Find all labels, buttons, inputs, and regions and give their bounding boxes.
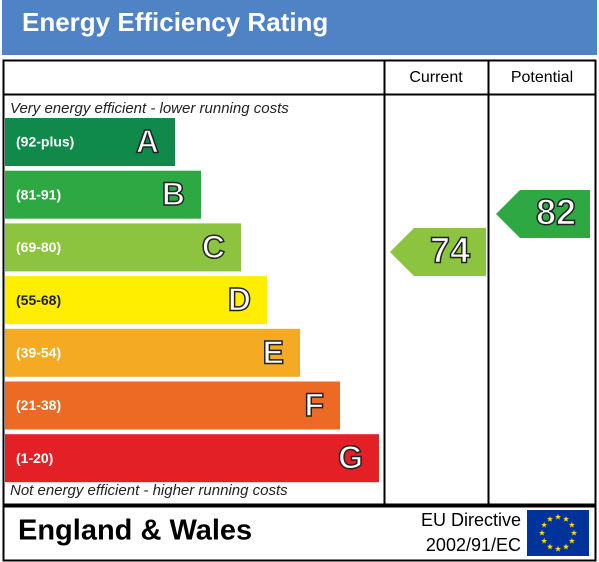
band: [5, 434, 379, 483]
eu-star: [538, 529, 546, 536]
eu-star: [570, 529, 578, 536]
eu-star: [541, 521, 548, 528]
band-range: (39-54): [16, 345, 61, 361]
band: [5, 170, 201, 219]
band: [5, 328, 300, 377]
current-rating: 74: [430, 230, 470, 271]
band-letter: C: [202, 229, 225, 265]
header-bar: [2, 0, 597, 55]
band-letter: B: [162, 176, 185, 212]
band-letter: G: [338, 440, 363, 476]
eu-star: [546, 515, 554, 522]
top-note: Very energy efficient - lower running co…: [10, 100, 289, 117]
eu-star: [554, 545, 562, 552]
region: England & Wales: [18, 515, 252, 547]
band-letter: A: [136, 123, 159, 159]
band-letter: E: [263, 334, 284, 370]
band: [5, 118, 175, 166]
potential-rating: 82: [536, 192, 576, 233]
directive-number: 2002/91/EC: [426, 535, 521, 555]
eu-star: [568, 537, 575, 544]
eu-star: [546, 543, 554, 550]
column-header: Potential: [511, 69, 573, 86]
band-range: (1-20): [16, 450, 53, 466]
band: [5, 223, 241, 272]
title: Energy Efficiency Rating: [22, 7, 328, 37]
band: [5, 381, 340, 430]
eu-star: [554, 513, 562, 520]
eu-star: [562, 543, 570, 550]
band-range: (81-91): [16, 186, 61, 202]
column-header: Current: [409, 69, 463, 86]
current-arrow: [390, 228, 486, 276]
band: [5, 276, 267, 325]
band-range: (55-68): [16, 292, 61, 308]
eu-star: [562, 515, 570, 522]
potential-arrow: [496, 190, 590, 238]
footer-frame: [2, 505, 597, 562]
eu-star: [568, 521, 575, 528]
eu-stars: [538, 513, 578, 552]
directive: EU Directive: [421, 510, 521, 530]
band-letter: D: [228, 282, 251, 318]
band-range: (92-plus): [16, 134, 74, 150]
eu-star: [541, 537, 548, 544]
band-range: (69-80): [16, 239, 61, 255]
bottom-note: Not energy efficient - higher running co…: [10, 482, 288, 499]
band-letter: F: [304, 387, 324, 423]
band-range: (21-38): [16, 397, 61, 413]
